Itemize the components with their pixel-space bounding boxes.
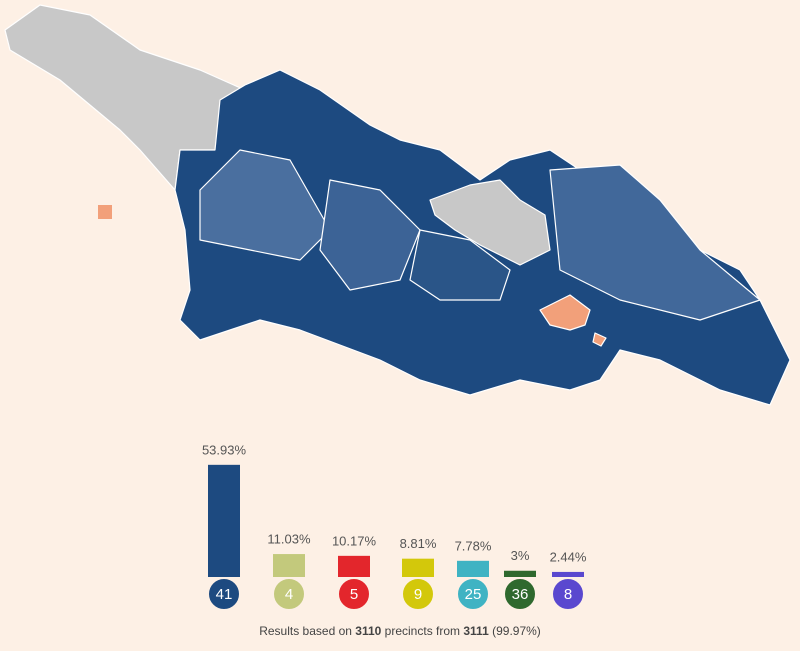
category-label: 36: [512, 586, 529, 603]
party-badge: [401, 577, 435, 611]
region: [592, 332, 607, 347]
party-badge: [207, 577, 241, 611]
map: [4, 4, 791, 406]
footer-text: (99.97%): [492, 624, 541, 638]
category-label: 41: [216, 586, 233, 603]
bar: [402, 558, 434, 577]
category-label: 5: [350, 586, 358, 603]
region: [319, 179, 421, 291]
region: [539, 294, 591, 331]
value-label: 3%: [511, 548, 530, 563]
category-label: 4: [285, 586, 293, 603]
value-label: 7.78%: [455, 538, 492, 553]
bar: [504, 570, 536, 577]
party-badge: [503, 577, 537, 611]
party-badge: [272, 577, 306, 611]
footer-text: Results based on: [259, 624, 352, 638]
bar: [457, 560, 489, 577]
bar: [273, 554, 305, 577]
bar-chart: 53.93% 41 11.03% 4 10.17% 5 8.81% 9 7.78% 25 3% 36 2…: [202, 442, 587, 611]
party-badge: [337, 577, 371, 611]
party-badge: [551, 577, 585, 611]
footer-text: precincts from: [385, 624, 460, 638]
category-label: 9: [414, 586, 422, 603]
footer-number: 3111: [463, 624, 489, 638]
value-label: 10.17%: [332, 533, 377, 548]
bar: [208, 464, 240, 577]
bar: [338, 555, 370, 577]
category-label: 8: [564, 586, 572, 603]
value-label: 53.93%: [202, 442, 247, 457]
bar: [552, 571, 584, 577]
region: [409, 229, 511, 301]
region: [549, 164, 761, 321]
region: [98, 205, 112, 219]
value-label: 2.44%: [550, 549, 587, 564]
value-label: 8.81%: [400, 536, 437, 551]
footer-number: 3110: [355, 624, 381, 638]
region: [199, 149, 331, 261]
value-label: 11.03%: [267, 531, 311, 546]
footer: Results based on 3110 precincts from 311…: [259, 624, 541, 638]
category-label: 25: [465, 586, 482, 603]
party-badge: [456, 577, 490, 611]
region: [429, 179, 551, 266]
